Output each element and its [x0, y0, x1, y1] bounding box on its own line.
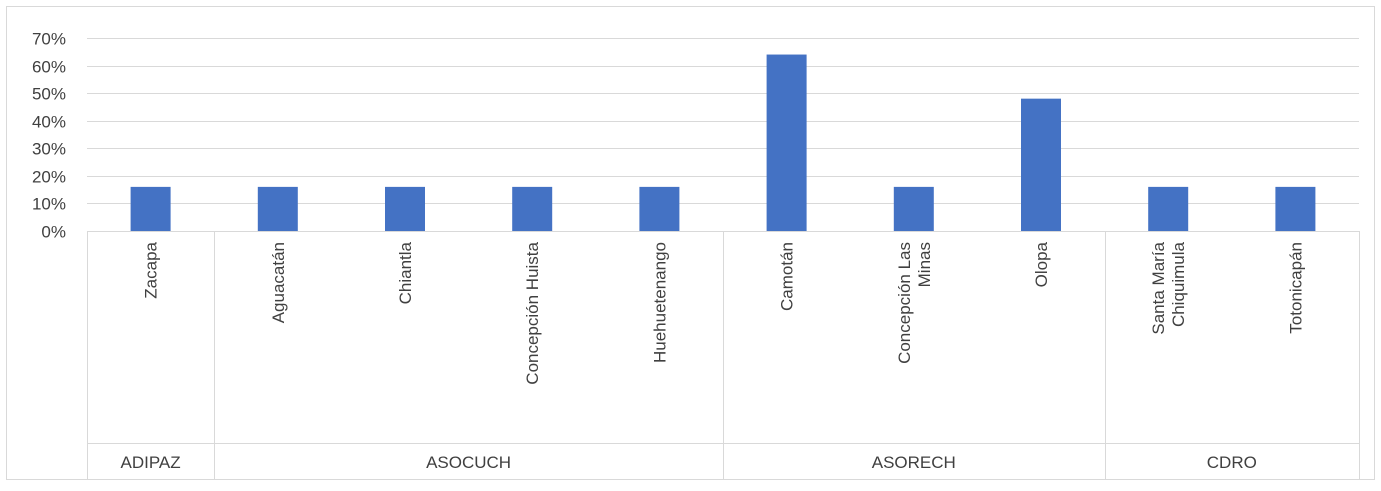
bar [766, 54, 807, 231]
category-label: Totonicapán [1286, 242, 1305, 334]
group-label: ADIPAZ [121, 453, 181, 472]
y-tick-label: 40% [32, 113, 66, 132]
group-label: ASORECH [872, 453, 956, 472]
group-labels: ADIPAZ ASOCUCH ASORECH CDRO [121, 453, 1257, 472]
bar [893, 186, 934, 231]
bar [1148, 186, 1189, 231]
category-label: Olopa [1032, 241, 1051, 287]
y-tick-label: 70% [32, 30, 66, 49]
category-label: Concepción Huista [523, 241, 542, 384]
y-tick-label: 10% [32, 195, 66, 214]
category-label: Zacapa [142, 241, 161, 298]
bar [130, 186, 171, 231]
y-tick-label: 0% [41, 223, 66, 242]
category-labels: Zacapa Aguacatán Chiantla Concepción Huista… [142, 241, 1306, 384]
category-label: Huehuetenango [650, 242, 669, 363]
y-tick-label: 60% [32, 58, 66, 77]
category-label: Santa MaríaChiquimula [1149, 241, 1188, 334]
group-label: CDRO [1207, 453, 1257, 472]
category-axis-lines [87, 231, 1360, 479]
bar [1275, 186, 1316, 231]
category-label: Chiantla [396, 241, 415, 304]
y-tick-label: 20% [32, 168, 66, 187]
y-tick-label: 50% [32, 85, 66, 104]
bar [1021, 98, 1061, 232]
bar [639, 186, 680, 231]
category-label: Concepción LasMinas [895, 242, 934, 364]
y-tick-label: 30% [32, 140, 66, 159]
group-label: ASOCUCH [426, 453, 511, 472]
chart-border [6, 6, 1375, 480]
category-label: Aguacatán [269, 242, 288, 323]
category-label: Camotán [778, 242, 797, 311]
gridlines [87, 38, 1359, 232]
y-axis-tick-labels: 0% 10% 20% 30% 40% 50% 60% 70% [32, 30, 66, 242]
bar [257, 186, 298, 231]
bar [385, 186, 425, 231]
bar [512, 186, 553, 231]
bars [130, 54, 1316, 232]
